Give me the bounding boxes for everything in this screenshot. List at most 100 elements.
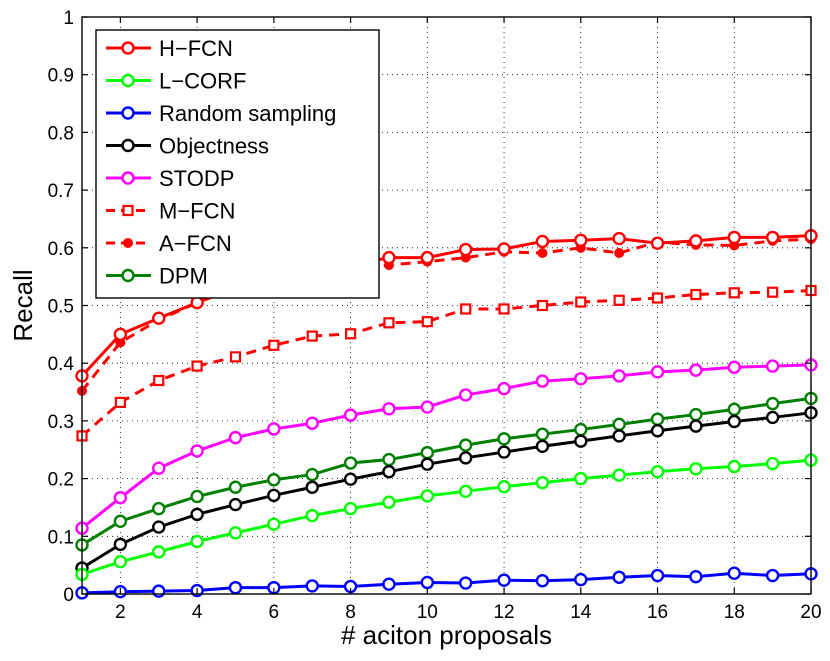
data-point <box>343 472 358 486</box>
legend-label: DPM <box>159 264 208 289</box>
data-point <box>190 444 204 458</box>
data-point <box>420 400 435 414</box>
legend-swatch-marker <box>121 73 135 88</box>
data-point <box>612 468 626 482</box>
x-tick-label: 14 <box>570 602 592 623</box>
y-tick-label: 0.2 <box>48 470 74 491</box>
x-tick-label: 10 <box>417 602 438 623</box>
series-2 <box>75 566 818 600</box>
y-tick-label: 0.7 <box>48 181 74 202</box>
data-point <box>535 574 550 588</box>
data-point <box>689 407 703 422</box>
data-point <box>612 570 626 584</box>
data-point <box>535 374 550 388</box>
data-point <box>535 475 550 490</box>
data-point <box>152 545 166 559</box>
legend-label: Random sampling <box>159 101 336 126</box>
legend-box <box>95 29 380 299</box>
x-tick-label: 6 <box>269 602 280 623</box>
data-point <box>535 427 550 441</box>
data-point <box>650 424 665 438</box>
data-point <box>650 236 665 250</box>
data-point <box>613 294 625 306</box>
data-point <box>574 471 588 486</box>
data-point <box>535 439 550 453</box>
data-point <box>268 339 280 351</box>
x-tick-label: 2 <box>115 602 126 623</box>
data-point <box>113 537 128 552</box>
legend-item: STODP <box>106 166 234 191</box>
data-point <box>497 479 511 494</box>
data-point <box>420 575 435 590</box>
data-point <box>383 317 395 329</box>
x-axis-title: # aciton proposals <box>341 620 552 650</box>
data-point <box>575 296 587 308</box>
data-point <box>458 388 473 402</box>
x-tick-label: 8 <box>345 602 356 623</box>
data-point <box>574 422 588 437</box>
data-point <box>765 359 780 373</box>
data-point <box>190 534 204 549</box>
legend-label: H−FCN <box>159 36 233 61</box>
data-point <box>191 360 203 372</box>
series-3 <box>75 406 818 575</box>
data-point <box>765 456 780 471</box>
data-point <box>228 526 243 540</box>
data-point <box>460 303 472 315</box>
data-point <box>382 464 396 479</box>
legend-item: Random sampling <box>106 101 336 126</box>
y-tick-label: 0.1 <box>48 527 74 548</box>
x-tick-label: 4 <box>192 602 203 623</box>
legend-item: DPM <box>106 264 208 289</box>
legend-label: Objectness <box>159 134 269 159</box>
data-point <box>228 580 243 595</box>
legend-swatch-marker <box>121 138 135 153</box>
data-point <box>458 242 473 257</box>
legend: H−FCN L−CORF Random sampling Objectness STOD… <box>95 29 380 299</box>
data-point <box>727 414 741 429</box>
series-line <box>81 363 812 530</box>
series-5 <box>76 284 817 442</box>
data-point <box>382 452 396 467</box>
data-point <box>114 396 126 409</box>
data-point <box>420 457 435 471</box>
data-point <box>267 488 281 503</box>
data-point <box>497 445 511 459</box>
legend-item: Objectness <box>106 134 269 159</box>
y-axis-title: Recall <box>8 269 38 341</box>
x-tick-label: 12 <box>493 602 514 623</box>
data-point <box>305 508 319 523</box>
data-point <box>152 501 166 516</box>
y-tick-label: 0.4 <box>48 354 75 375</box>
data-point <box>535 234 550 249</box>
y-tick-label: 0.6 <box>48 239 74 260</box>
data-point <box>382 495 396 509</box>
data-point <box>765 230 780 245</box>
data-point <box>458 484 473 498</box>
data-point <box>152 311 166 325</box>
data-point <box>305 480 319 494</box>
data-point <box>689 462 703 476</box>
data-point <box>728 287 740 299</box>
data-point <box>765 396 780 411</box>
data-point <box>689 234 703 248</box>
data-point <box>536 299 549 312</box>
data-point <box>343 456 358 470</box>
data-point <box>612 231 626 246</box>
data-point <box>382 577 396 591</box>
x-tick-label: 18 <box>724 602 745 623</box>
data-point <box>152 584 166 598</box>
data-point <box>727 566 741 580</box>
y-tick-label: 0.8 <box>48 123 74 144</box>
data-point <box>458 438 473 452</box>
data-point <box>343 501 358 516</box>
data-point <box>305 467 319 482</box>
y-tick-label: 0 <box>63 585 74 606</box>
data-point <box>497 432 511 446</box>
data-point <box>228 430 243 445</box>
series-1 <box>75 453 818 582</box>
data-point <box>113 490 128 505</box>
legend-item: M−FCN <box>106 199 235 224</box>
data-point <box>190 295 204 310</box>
data-point <box>421 316 433 328</box>
